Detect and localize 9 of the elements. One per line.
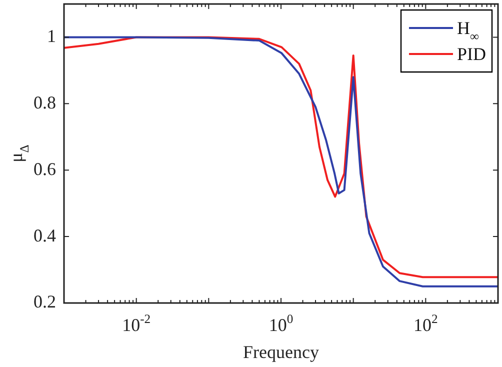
y-tick-label: 0.6 — [34, 158, 56, 179]
legend-label: H∞ — [456, 18, 479, 44]
y-tick-label: 1 — [47, 26, 56, 46]
y-tick-label: 0.4 — [34, 225, 56, 246]
legend-label: PID — [456, 44, 486, 64]
y-tick-label: 0.2 — [34, 292, 56, 312]
y-tick-label: 0.8 — [34, 92, 56, 112]
y-axis-title: μΔ — [6, 144, 32, 162]
x-axis-title: Frequency — [243, 342, 319, 362]
